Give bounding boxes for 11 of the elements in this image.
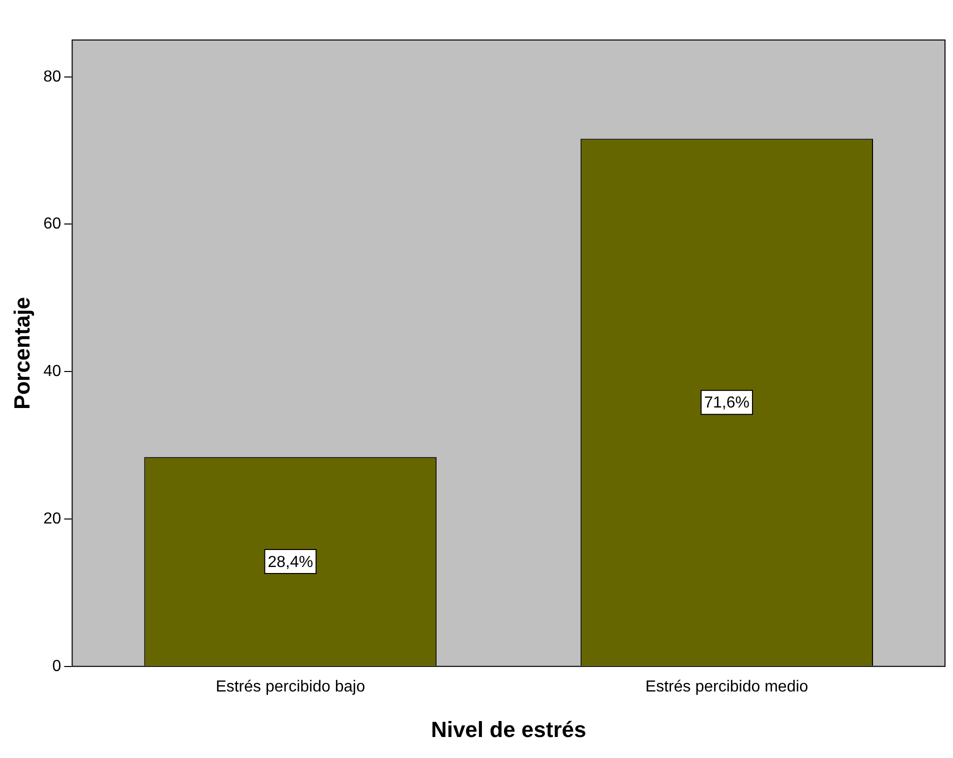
y-tick-label: 60: [43, 216, 62, 233]
data-label: 28,4%: [268, 554, 314, 571]
x-tick-label: Estrés percibido bajo: [216, 678, 366, 696]
y-axis-title: Porcentaje: [9, 296, 34, 410]
y-tick-label: 40: [43, 363, 62, 380]
y-tick-label: 0: [52, 658, 62, 675]
y-tick-label: 20: [43, 510, 62, 528]
data-label: 71,6%: [704, 394, 750, 412]
x-axis-title: Nivel de estrés: [430, 716, 586, 742]
y-tick-label: 80: [43, 68, 62, 86]
x-tick-label: Estrés percibido medio: [645, 678, 808, 696]
